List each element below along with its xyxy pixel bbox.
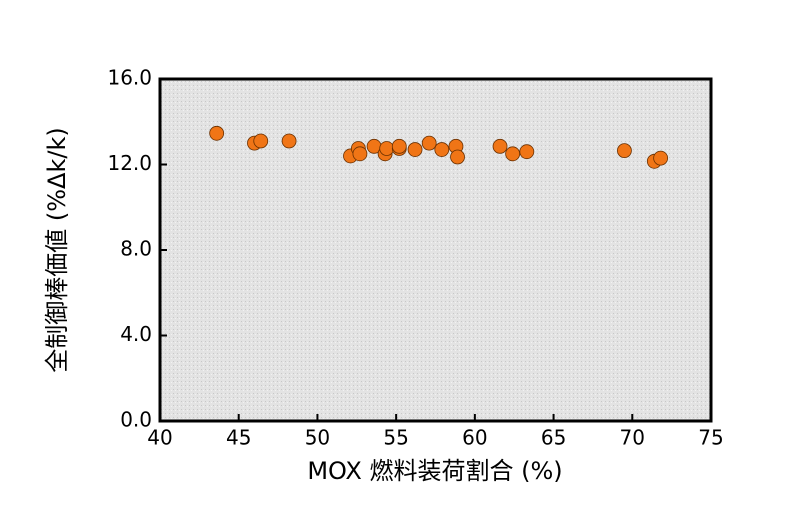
point xyxy=(505,146,521,162)
point xyxy=(209,125,225,141)
x-tick-label: 45 xyxy=(226,426,251,450)
plot-area xyxy=(160,79,711,421)
point xyxy=(450,149,465,165)
x-axis-label: MOX 燃料装荷割合 (%) xyxy=(307,457,562,485)
plot-frame xyxy=(158,77,713,423)
x-tick-label: 60 xyxy=(462,426,487,450)
point xyxy=(391,138,407,154)
x-tick-label: 55 xyxy=(383,426,408,450)
point xyxy=(434,142,450,157)
y-tick-label: 0.0 xyxy=(120,408,152,432)
point xyxy=(379,141,395,156)
point xyxy=(519,144,535,160)
point xyxy=(653,150,669,166)
point xyxy=(492,138,508,154)
point xyxy=(617,143,632,159)
point xyxy=(281,133,297,149)
y-tick-label: 16.0 xyxy=(107,66,152,90)
y-tick-label: 4.0 xyxy=(120,322,152,346)
y-tick-label: 12.0 xyxy=(107,151,152,175)
point xyxy=(421,135,437,151)
y-axis-label: 全制御棒価値 (%Δk/k) xyxy=(43,127,71,372)
y-tick-label: 8.0 xyxy=(120,237,152,261)
point xyxy=(352,146,368,162)
point xyxy=(253,133,269,149)
x-tick-label: 70 xyxy=(620,426,645,450)
x-tick-label: 65 xyxy=(541,426,566,450)
point xyxy=(407,142,423,157)
x-tick-label: 75 xyxy=(698,426,723,450)
x-tick-label: 40 xyxy=(147,426,172,450)
x-tick-label: 50 xyxy=(305,426,330,450)
